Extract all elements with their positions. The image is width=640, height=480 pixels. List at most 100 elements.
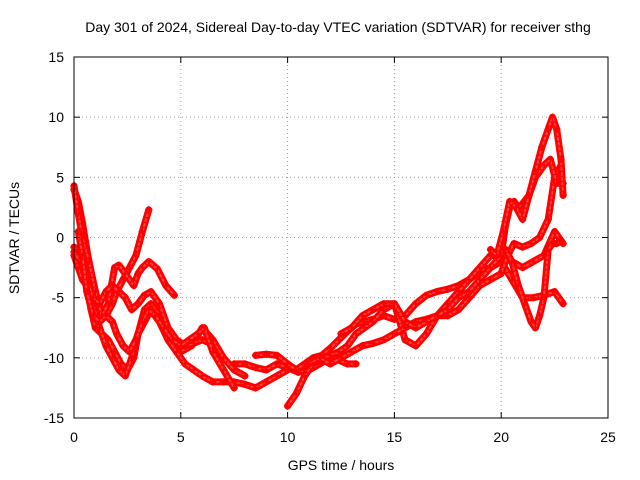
data-point <box>525 191 533 200</box>
data-point <box>74 209 83 218</box>
data-point <box>358 311 367 320</box>
data-point <box>476 275 484 284</box>
data-point <box>115 366 123 374</box>
data-point <box>241 380 249 389</box>
data-point <box>326 351 335 360</box>
data-point <box>102 287 110 296</box>
data-point <box>499 227 508 236</box>
data-point <box>170 291 179 300</box>
data-point <box>121 293 130 302</box>
data-point <box>121 269 130 278</box>
data-point <box>486 263 495 272</box>
data-point <box>412 317 420 326</box>
data-point <box>412 299 420 308</box>
data-point <box>540 293 548 302</box>
x-tick-label: 20 <box>493 429 509 445</box>
data-point <box>292 366 300 374</box>
data-point <box>162 281 170 290</box>
data-point <box>326 360 335 368</box>
data-point <box>262 366 270 374</box>
data-point <box>476 263 484 272</box>
y-tick-label: -15 <box>44 410 64 426</box>
data-point <box>119 275 127 284</box>
data-point <box>486 245 495 254</box>
data-point <box>168 336 177 344</box>
data-point <box>505 197 514 206</box>
data-point <box>127 305 136 314</box>
data-point <box>251 384 260 392</box>
data-point <box>540 161 548 170</box>
data-point <box>352 330 360 338</box>
data-point <box>497 269 505 278</box>
data-point <box>110 263 119 272</box>
data-point <box>557 237 565 245</box>
data-point <box>510 239 518 248</box>
data-point <box>512 203 520 212</box>
series-arc-12 <box>486 113 567 260</box>
data-point <box>219 354 228 362</box>
data-point <box>358 342 367 350</box>
data-point <box>369 317 377 326</box>
data-point <box>557 155 565 164</box>
data-point <box>198 372 206 380</box>
data-point <box>550 287 559 296</box>
data-point <box>335 336 343 344</box>
data-point <box>95 299 104 308</box>
data-point <box>493 251 501 260</box>
data-point <box>518 215 527 224</box>
data-point <box>177 342 185 350</box>
data-point <box>185 336 194 344</box>
data-point <box>552 239 561 248</box>
data-point <box>454 293 463 302</box>
data-point <box>108 317 117 326</box>
data-point <box>300 372 309 380</box>
data-point <box>422 330 431 338</box>
x-tick-label: 15 <box>387 429 403 445</box>
data-point <box>134 299 142 308</box>
data-point <box>241 360 249 368</box>
data-point <box>95 324 104 332</box>
data-point <box>153 265 162 273</box>
data-point <box>283 360 292 368</box>
data-point <box>559 191 567 200</box>
data-point <box>132 336 140 344</box>
data-point <box>454 305 463 314</box>
data-point <box>138 263 147 272</box>
data-point <box>347 324 356 332</box>
data-point <box>273 372 281 380</box>
y-tick-label: 0 <box>56 230 64 246</box>
data-point <box>369 339 377 348</box>
data-point <box>241 372 249 380</box>
y-tick-label: 10 <box>48 109 64 125</box>
data-point <box>159 324 168 332</box>
y-tick-label: 15 <box>48 49 64 65</box>
data-point <box>548 113 557 121</box>
data-point <box>209 378 217 386</box>
data-point <box>433 287 441 296</box>
data-point <box>422 291 431 300</box>
data-point <box>552 125 561 133</box>
data-point <box>529 293 537 302</box>
data-point <box>433 311 441 320</box>
data-point <box>230 366 238 374</box>
data-point <box>83 287 91 296</box>
x-tick-label: 0 <box>70 429 78 445</box>
data-point <box>130 281 138 290</box>
data-point <box>262 378 270 386</box>
y-tick-label: -5 <box>52 290 65 306</box>
data-point <box>552 179 561 188</box>
data-point <box>119 342 127 350</box>
data-point <box>151 311 159 320</box>
data-point <box>219 378 228 386</box>
data-point <box>465 275 473 284</box>
data-point <box>198 336 206 344</box>
data-point <box>140 291 149 300</box>
data-point <box>121 372 130 380</box>
data-point <box>520 299 529 308</box>
data-point <box>501 245 510 254</box>
data-point <box>544 125 552 133</box>
data-point <box>74 227 83 236</box>
data-point <box>262 350 270 358</box>
data-point <box>335 348 343 356</box>
data-point <box>347 348 356 356</box>
